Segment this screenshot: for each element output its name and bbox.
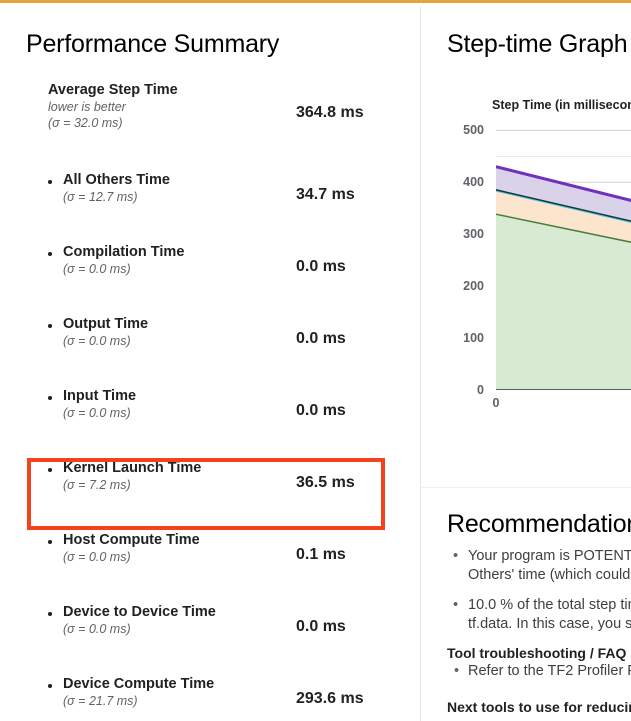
bullet-icon bbox=[48, 468, 52, 472]
recommendation-card: Recommendation for Next Step Your progra… bbox=[422, 489, 631, 721]
faq-heading: Tool troubleshooting / FAQ bbox=[447, 645, 627, 661]
y-axis-tick: 100 bbox=[463, 331, 484, 346]
recommendation-item: 10.0 % of the total step time sampled is… bbox=[447, 596, 631, 634]
bullet-icon bbox=[48, 540, 52, 544]
performance-row-stddev: (σ = 21.7 ms) bbox=[63, 694, 138, 708]
page-title: Performance Summary bbox=[26, 30, 280, 58]
performance-row-value: 0.0 ms bbox=[296, 330, 346, 347]
recommendation-item-line: Others' time (which could be due to I/O … bbox=[468, 567, 631, 583]
recommendation-item-line: Your program is POTENTIALLY input-bound … bbox=[468, 548, 631, 564]
performance-row[interactable]: Host Compute Time (σ = 0.0 ms) 0.1 ms bbox=[0, 528, 420, 600]
y-axis-tick: 0 bbox=[477, 383, 484, 397]
performance-row-label: All Others Time bbox=[63, 172, 170, 188]
performance-row-label: Kernel Launch Time bbox=[63, 460, 202, 476]
chart-title: Step Time (in milliseconds) bbox=[492, 98, 631, 112]
performance-row-label: Compilation Time bbox=[63, 244, 185, 260]
right-column: Step-time Graph Step Time (in millisecon… bbox=[422, 6, 631, 721]
performance-row-stddev: (σ = 7.2 ms) bbox=[63, 478, 131, 492]
performance-row-value: 364.8 ms bbox=[296, 104, 364, 121]
bullet-icon bbox=[48, 324, 52, 328]
performance-row-label: Input Time bbox=[63, 388, 137, 404]
performance-row-stddev: (σ = 0.0 ms) bbox=[63, 334, 131, 348]
performance-row-value: 0.0 ms bbox=[296, 258, 346, 275]
performance-row[interactable]: Device Compute Time (σ = 21.7 ms) 293.6 ms bbox=[0, 672, 420, 721]
chart-plot-area bbox=[496, 120, 631, 390]
performance-row[interactable]: Kernel Launch Time (σ = 7.2 ms) 36.5 ms bbox=[0, 456, 420, 528]
performance-summary-card: Performance Summary Average Step Time low… bbox=[0, 6, 421, 721]
performance-row-label: Device Compute Time bbox=[63, 676, 215, 692]
y-axis-tick: 400 bbox=[463, 175, 484, 190]
step-time-chart: Step Time (in milliseconds) 0 100 200 300 40… bbox=[422, 98, 631, 423]
performance-row-value: 0.0 ms bbox=[296, 402, 346, 419]
step-time-graph-title: Step-time Graph bbox=[447, 30, 628, 58]
performance-row-stddev: (σ = 32.0 ms) bbox=[48, 116, 123, 130]
chart-svg bbox=[496, 129, 631, 390]
next-tools-heading: Next tools to use for reducing the input… bbox=[447, 699, 631, 715]
performance-row-label: Output Time bbox=[63, 316, 149, 332]
performance-row-stddev: (σ = 0.0 ms) bbox=[63, 550, 131, 564]
step-time-graph-card: Step-time Graph Step Time (in millisecon… bbox=[422, 6, 631, 488]
performance-row-stddev: (σ = 0.0 ms) bbox=[63, 406, 131, 420]
performance-row-value: 34.7 ms bbox=[296, 186, 355, 203]
performance-row[interactable]: Device to Device Time (σ = 0.0 ms) 0.0 ms bbox=[0, 600, 420, 672]
performance-row-value: 0.0 ms bbox=[296, 618, 346, 635]
performance-row-label: Host Compute Time bbox=[63, 532, 200, 548]
performance-row[interactable]: Compilation Time (σ = 0.0 ms) 0.0 ms bbox=[0, 240, 420, 312]
y-axis-tick: 200 bbox=[463, 279, 484, 294]
performance-row-stddev: (σ = 0.0 ms) bbox=[63, 262, 131, 276]
performance-row-value: 0.1 ms bbox=[296, 546, 346, 563]
performance-row-note: lower is better bbox=[48, 100, 126, 114]
performance-row[interactable]: All Others Time (σ = 12.7 ms) 34.7 ms bbox=[0, 168, 420, 240]
performance-row-value: 293.6 ms bbox=[296, 690, 364, 707]
performance-row-value: 36.5 ms bbox=[296, 474, 355, 491]
recommendation-item-line: tf.data. In this case, you should consid… bbox=[468, 616, 631, 632]
recommendation-item-line: 10.0 % of the total step time sampled is… bbox=[468, 597, 631, 613]
performance-row-stddev: (σ = 12.7 ms) bbox=[63, 190, 138, 204]
bullet-icon bbox=[48, 612, 52, 616]
recommendation-body: Your program is POTENTIALLY input-bound … bbox=[447, 547, 631, 716]
performance-row-stddev: (σ = 0.0 ms) bbox=[63, 622, 131, 636]
bullet-icon bbox=[48, 252, 52, 256]
y-axis-tick: 300 bbox=[463, 227, 484, 242]
bullet-icon bbox=[48, 396, 52, 400]
faq-link-item[interactable]: Refer to the TF2 Profiler FAQ bbox=[447, 662, 631, 681]
x-axis-tick: 0 bbox=[492, 396, 500, 410]
performance-row-label: Average Step Time bbox=[48, 82, 178, 98]
performance-row-label: Device to Device Time bbox=[63, 604, 216, 620]
performance-summary-list: Average Step Time lower is better (σ = 32.… bbox=[0, 78, 420, 721]
recommendation-item: Your program is POTENTIALLY input-bound … bbox=[447, 547, 631, 585]
bullet-icon bbox=[48, 180, 52, 184]
performance-row[interactable]: Output Time (σ = 0.0 ms) 0.0 ms bbox=[0, 312, 420, 384]
bullet-icon bbox=[48, 684, 52, 688]
y-axis-tick: 500 bbox=[463, 123, 484, 138]
recommendation-title: Recommendation for Next Step bbox=[447, 510, 631, 538]
performance-row[interactable]: Input Time (σ = 0.0 ms) 0.0 ms bbox=[0, 384, 420, 456]
performance-row[interactable]: Average Step Time lower is better (σ = 32.… bbox=[0, 78, 420, 168]
